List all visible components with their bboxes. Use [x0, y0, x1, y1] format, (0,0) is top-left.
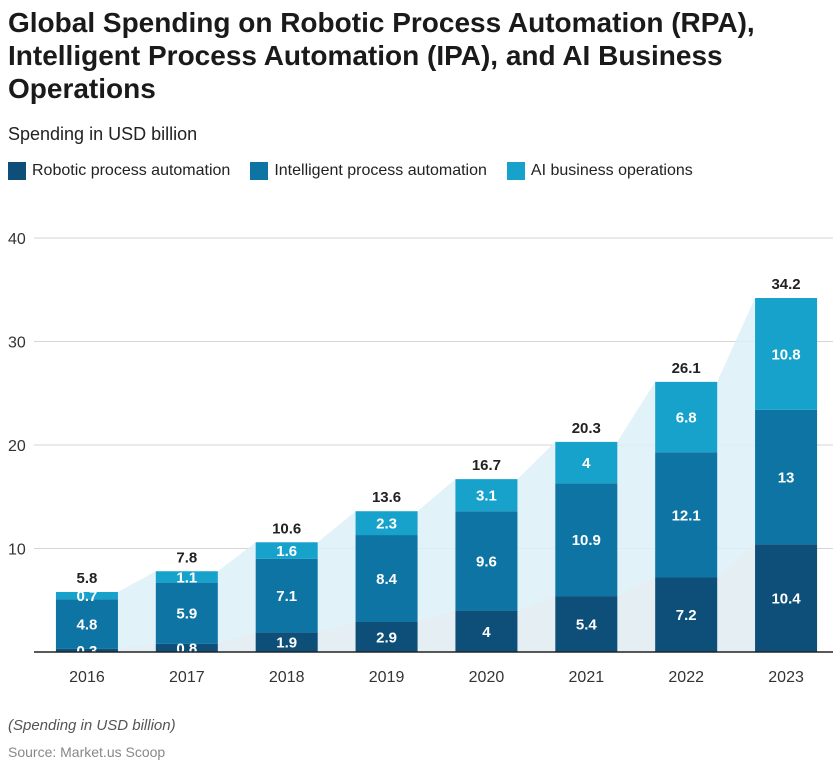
data-label-ai-2018: 1.6 — [276, 543, 297, 560]
legend-label-ipa: Intelligent process automation — [274, 162, 487, 179]
legend-swatch-ai — [506, 162, 525, 180]
x-tick-label-2021: 2021 — [569, 669, 605, 686]
data-label-ai-2019: 2.3 — [376, 516, 397, 533]
bar-ai-2021 — [555, 441, 618, 484]
bar-rpa-2022 — [655, 577, 718, 652]
bar-ai-2019 — [355, 511, 418, 536]
legend: Robotic process automation Intelligent p… — [8, 162, 713, 180]
bar-ipa-2019 — [355, 535, 418, 622]
data-label-ai-2016: 0.7 — [77, 588, 98, 605]
bar-ai-2020 — [455, 479, 518, 512]
rpa-trend-area — [55, 544, 818, 652]
bar-ipa-2022 — [655, 452, 718, 578]
bar-ai-2016 — [55, 591, 118, 600]
legend-label-rpa: Robotic process automation — [32, 162, 231, 179]
x-tick-label-2020: 2020 — [469, 669, 505, 686]
bar-ipa-2017 — [155, 582, 218, 644]
x-tick-label-2017: 2017 — [169, 669, 205, 686]
stacked-bar-chart: 102030400.34.80.75.80.85.91.17.81.97.11.… — [8, 231, 833, 686]
total-label-2018: 10.6 — [272, 520, 301, 537]
y-tick-label-20: 20 — [8, 438, 26, 455]
x-tick-label-2023: 2023 — [768, 669, 804, 686]
chart-subtitle: Spending in USD billion — [8, 124, 198, 144]
x-tick-label-2019: 2019 — [369, 669, 405, 686]
data-label-ipa-2019: 8.4 — [376, 571, 398, 588]
legend-swatch-rpa — [8, 162, 26, 180]
total-label-2023: 34.2 — [771, 276, 800, 293]
data-label-ipa-2021: 10.9 — [572, 532, 601, 549]
data-label-rpa-2019: 2.9 — [376, 629, 397, 646]
legend-item-rpa[interactable]: Robotic process automation — [8, 162, 230, 180]
chart-title: Global Spending on Robotic Process Autom… — [8, 7, 755, 104]
data-label-ai-2020: 3.1 — [476, 488, 497, 505]
legend-label-ai: AI business operations — [530, 162, 693, 179]
x-tick-label-2016: 2016 — [69, 669, 105, 686]
data-label-rpa-2021: 5.4 — [576, 617, 598, 634]
legend-item-ipa[interactable]: Intelligent process automation — [250, 162, 487, 180]
data-label-ai-2023: 10.8 — [771, 346, 800, 363]
data-label-ai-2022: 6.8 — [676, 410, 697, 427]
bar-ipa-2018 — [255, 558, 318, 633]
total-label-2022: 26.1 — [672, 360, 701, 377]
bar-rpa-2021 — [555, 596, 618, 652]
total-label-2017: 7.8 — [176, 549, 197, 566]
y-tick-label-40: 40 — [8, 231, 26, 248]
bar-rpa-2023 — [755, 544, 818, 652]
bar-ai-2018 — [255, 542, 318, 559]
bar-rpa-2019 — [355, 621, 418, 652]
source-text: Source: Market.us Scoop — [8, 744, 166, 760]
bar-ipa-2021 — [555, 483, 618, 597]
total-label-2019: 13.6 — [372, 489, 401, 506]
bar-rpa-2016 — [55, 648, 118, 652]
total-label-2021: 20.3 — [572, 420, 601, 437]
data-label-ipa-2022: 12.1 — [672, 507, 701, 524]
bar-ipa-2023 — [755, 409, 818, 545]
bar-ai-2017 — [155, 571, 218, 583]
data-label-rpa-2023: 10.4 — [771, 591, 801, 608]
data-label-ai-2021: 4 — [582, 455, 591, 472]
bar-ipa-2016 — [55, 599, 118, 649]
bar-ai-2023 — [755, 298, 818, 410]
bar-rpa-2017 — [155, 643, 218, 652]
bar-ipa-2020 — [455, 511, 518, 611]
x-tick-label-2022: 2022 — [668, 669, 704, 686]
bar-rpa-2018 — [255, 632, 318, 652]
data-label-ai-2017: 1.1 — [176, 569, 197, 586]
data-label-ipa-2020: 9.6 — [476, 553, 497, 570]
bar-rpa-2020 — [455, 610, 518, 652]
data-label-ipa-2018: 7.1 — [276, 588, 297, 605]
y-tick-label-30: 30 — [8, 335, 26, 352]
data-label-rpa-2018: 1.9 — [276, 635, 297, 652]
data-label-ipa-2017: 5.9 — [176, 606, 197, 623]
data-label-rpa-2020: 4 — [482, 624, 491, 641]
legend-item-ai[interactable]: AI business operations — [506, 162, 693, 180]
y-tick-label-10: 10 — [8, 542, 26, 559]
data-label-ipa-2023: 13 — [778, 470, 795, 487]
total-label-2020: 16.7 — [472, 457, 501, 474]
x-tick-label-2018: 2018 — [269, 669, 305, 686]
total-trend-area — [55, 298, 818, 652]
legend-swatch-ipa — [250, 162, 269, 180]
total-label-2016: 5.8 — [77, 570, 98, 587]
footnote: (Spending in USD billion) — [8, 717, 176, 734]
data-label-ipa-2016: 4.8 — [77, 617, 98, 634]
data-label-rpa-2017: 0.8 — [176, 640, 197, 657]
data-label-rpa-2022: 7.2 — [676, 607, 697, 624]
bar-ai-2022 — [655, 381, 718, 453]
